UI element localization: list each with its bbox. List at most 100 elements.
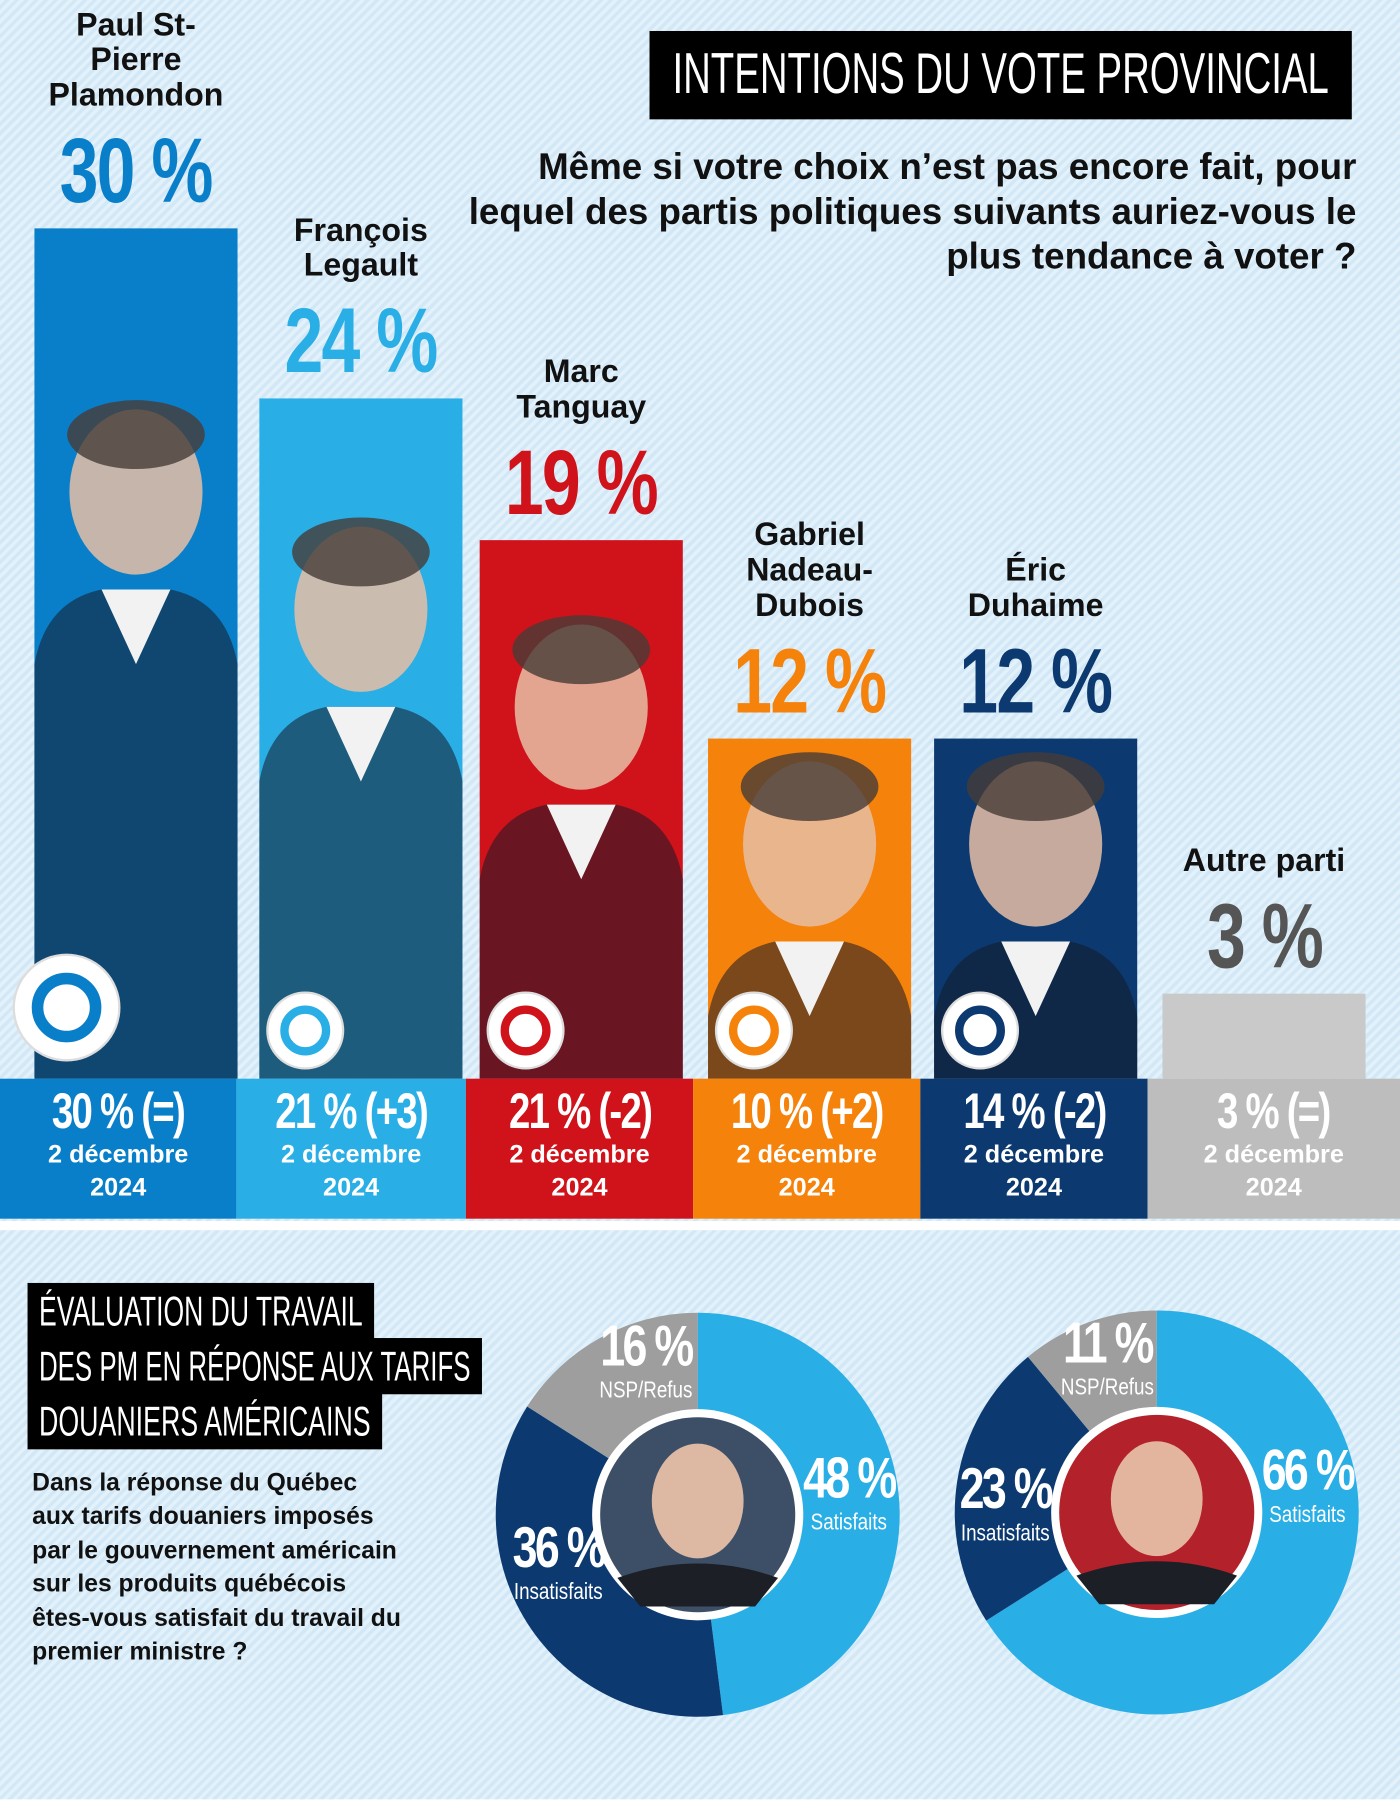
previous-band	[465, 1078, 694, 1219]
photo-collar	[1001, 941, 1071, 1017]
value-label-wrap: 12 %	[936, 635, 1136, 727]
photo-shoulders	[617, 1563, 779, 1607]
bar-name: Autre parti	[1182, 842, 1346, 878]
chart-title: INTENTIONS DU VOTE PROVINCIAL	[672, 42, 1328, 106]
photo-hair	[67, 400, 205, 470]
previous-label: 14 % (-2)	[962, 1083, 1107, 1140]
bar-header: Gabriel Nadeau-Dubois 12 %	[685, 516, 934, 727]
previous-date: 2 décembre 2024	[1203, 1139, 1344, 1202]
previous-label-wrap: 21 % (+3)	[251, 1083, 451, 1140]
photo-hair	[292, 517, 430, 587]
donut-category-label: NSP/Refus	[1061, 1375, 1154, 1400]
donut-value-label: 11 %	[1063, 1310, 1154, 1375]
bar-header: François Legault 24 %	[236, 211, 485, 387]
previous-band	[236, 1078, 466, 1219]
bar-name: Marc Tanguay	[516, 353, 647, 425]
bar-header: Marc Tanguay 19 %	[457, 353, 706, 529]
previous-band	[920, 1078, 1148, 1219]
photo-collar	[546, 804, 616, 880]
previous-label-wrap: 30 % (=)	[31, 1083, 205, 1140]
previous-label: 30 % (=)	[52, 1083, 186, 1140]
previous-result: 21 % (+3) 2 décembre 2024	[236, 1083, 466, 1219]
donut-category-label: Satisfaits	[1269, 1502, 1345, 1527]
party-logo	[486, 991, 565, 1070]
previous-date: 2 décembre 2024	[736, 1139, 877, 1202]
photo-hair	[740, 752, 879, 822]
candidate-photo	[259, 517, 463, 1079]
value-label: 3 %	[1206, 884, 1324, 987]
previous-date: 2 décembre 2024	[509, 1139, 650, 1202]
section-title-line: DOUANIERS AMÉRICAINS	[39, 1399, 371, 1445]
donut-category-label: Insatisfaits	[961, 1521, 1050, 1546]
party-logo-mark	[728, 1005, 779, 1056]
previous-result: 21 % (-2) 2 décembre 2024	[466, 1083, 693, 1219]
previous-label-wrap: 21 % (-2)	[486, 1083, 673, 1140]
donut-value-label: 16 %	[600, 1313, 693, 1378]
previous-band	[1147, 1078, 1400, 1219]
party-logo	[266, 991, 345, 1070]
donut-category-label: Insatisfaits	[514, 1580, 603, 1605]
bar	[1162, 993, 1366, 1079]
value-label-wrap: 30 %	[36, 125, 236, 217]
donut-category-label: NSP/Refus	[599, 1378, 692, 1403]
section-title-line: DES PM EN RÉPONSE AUX TARIFS	[39, 1343, 470, 1389]
previous-label-wrap: 14 % (-2)	[940, 1083, 1127, 1140]
value-label-wrap: 19 %	[481, 436, 681, 529]
bar-header: Éric Duhaime 12 %	[911, 551, 1160, 727]
previous-label: 21 % (+3)	[275, 1083, 428, 1140]
section-title-line: ÉVALUATION DU TRAVAIL	[39, 1288, 363, 1334]
donut-value-label: 48 %	[803, 1445, 896, 1510]
bar-header: Autre parti 3 %	[1140, 842, 1389, 983]
party-logo-mark	[955, 1005, 1005, 1056]
donut-category-label: Satisfaits	[811, 1510, 887, 1535]
value-label-wrap: 24 %	[261, 295, 461, 387]
previous-result: 30 % (=) 2 décembre 2024	[0, 1083, 236, 1219]
previous-date: 2 décembre 2024	[48, 1139, 189, 1202]
previous-date: 2 décembre 2024	[280, 1139, 422, 1202]
previous-band	[693, 1078, 921, 1219]
donut-value-label: 23 %	[960, 1456, 1053, 1521]
bar-name: François Legault	[293, 211, 428, 283]
previous-result: 10 % (+2) 2 décembre 2024	[693, 1085, 920, 1219]
photo-shoulders	[259, 706, 463, 1079]
subtitle: Même si votre choix n’est pas encore fai…	[468, 145, 1357, 277]
donut-value-label: 66 %	[1262, 1437, 1355, 1502]
title-box	[649, 30, 1352, 120]
photo-collar	[775, 941, 845, 1017]
photo-head	[651, 1443, 744, 1559]
value-label: 30 %	[59, 119, 214, 222]
party-logo-mark	[500, 1005, 551, 1056]
previous-result: 14 % (-2) 2 décembre 2024	[920, 1083, 1147, 1219]
party-logo	[940, 991, 1020, 1070]
value-label-wrap: 12 %	[710, 635, 910, 727]
section-title-box	[27, 1282, 375, 1340]
party-logo-mark	[280, 1005, 331, 1056]
party-logo-mark	[31, 972, 102, 1043]
previous-label: 21 % (-2)	[508, 1083, 652, 1140]
previous-band	[0, 1078, 237, 1219]
section-question: Dans la réponse du Québec aux tarifs dou…	[32, 1468, 401, 1666]
previous-result: 3 % (=) 2 décembre 2024	[1148, 1083, 1400, 1219]
party-logo	[12, 953, 121, 1062]
section-title-box	[27, 1338, 482, 1395]
previous-label-wrap: 10 % (+2)	[707, 1085, 907, 1139]
value-label: 12 %	[733, 629, 888, 732]
photo-shoulders	[1076, 1561, 1238, 1605]
bar-name: Éric Duhaime	[967, 551, 1104, 623]
photo-shoulders	[34, 589, 238, 1079]
previous-label-wrap: 3 % (=)	[1200, 1083, 1348, 1140]
value-label: 24 %	[284, 289, 439, 392]
value-label-wrap: 3 %	[1188, 890, 1339, 982]
bar-header: Paul St-Pierre Plamondon 30 %	[11, 6, 260, 217]
previous-label: 3 % (=)	[1217, 1083, 1331, 1140]
donut-value-label: 36 %	[513, 1515, 606, 1580]
photo-hair	[512, 615, 651, 685]
bar-name: Gabriel Nadeau-Dubois	[746, 516, 873, 623]
photo-head	[1110, 1441, 1203, 1557]
previous-date: 2 décembre 2024	[963, 1139, 1105, 1202]
party-logo	[714, 991, 793, 1070]
bar-name: Paul St-Pierre Plamondon	[48, 6, 224, 113]
